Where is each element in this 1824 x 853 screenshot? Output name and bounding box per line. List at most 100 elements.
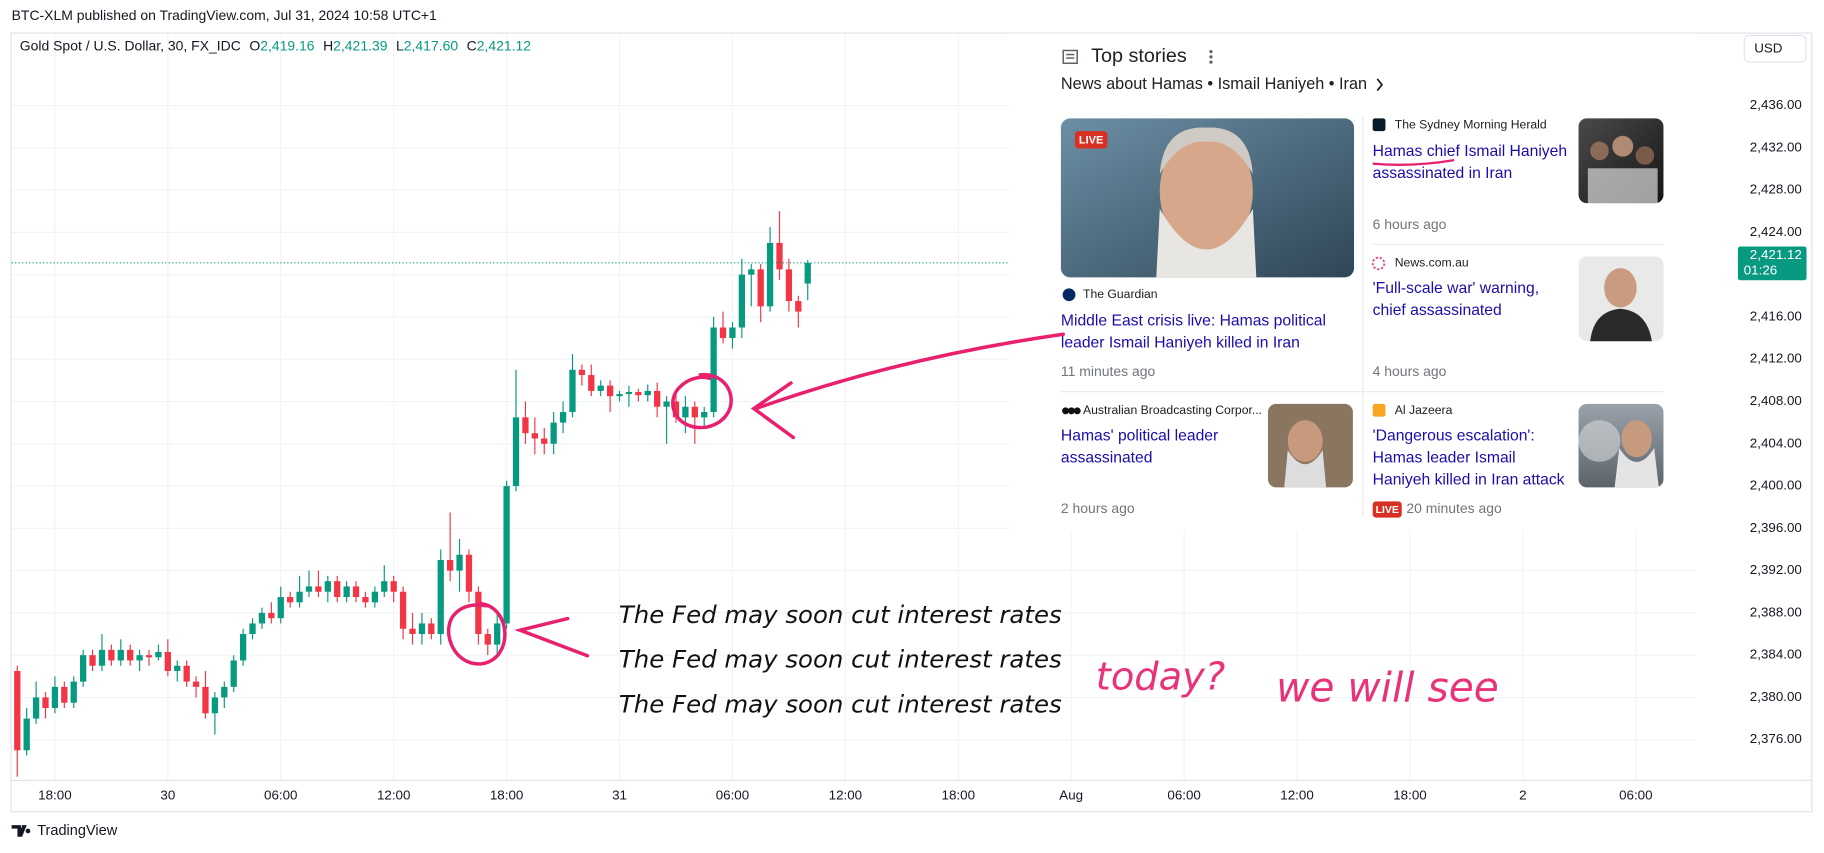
story-image	[1267, 403, 1353, 488]
candle-body	[597, 385, 604, 391]
candle-body	[465, 554, 473, 592]
x-tick-label: 2	[1519, 788, 1526, 803]
x-tick-label: 18:00	[490, 788, 523, 803]
currency-button[interactable]	[1743, 34, 1807, 63]
candle-body	[804, 262, 811, 284]
candle-body	[305, 586, 313, 592]
story-time: 2 hours ago	[1061, 500, 1135, 516]
story-headline[interactable]: 'Dangerous escalation':	[1373, 428, 1535, 445]
news-panel: Top stories News about Hamas • Ismail Ha…	[1009, 33, 1697, 531]
candle-body	[606, 385, 614, 397]
candle-body	[230, 660, 237, 687]
candle-body	[569, 369, 576, 413]
y-tick-label: 2,400.00	[1750, 478, 1802, 493]
candle-body	[503, 486, 510, 624]
candle-body	[287, 597, 294, 603]
story-source: Australian Broadcasting Corpor...	[1083, 403, 1262, 417]
candle-body	[795, 301, 802, 312]
candle-body	[80, 655, 87, 682]
candle-body	[362, 597, 369, 603]
y-tick-label: 2,404.00	[1750, 435, 1802, 450]
candle-body	[174, 665, 181, 672]
y-tick-label: 2,392.00	[1750, 562, 1802, 577]
x-tick-label: 06:00	[1619, 788, 1652, 803]
candle-body	[371, 591, 379, 603]
candle-body	[738, 274, 745, 328]
last-price-box	[1737, 246, 1807, 281]
candle-body	[70, 681, 77, 703]
x-tick-label: 06:00	[1167, 788, 1200, 803]
candle-body	[324, 581, 331, 592]
story-headline[interactable]: leader Ismail Haniyeh killed in Iran	[1061, 335, 1300, 352]
candle-body	[249, 623, 256, 635]
story-headline[interactable]: assassinated	[1061, 450, 1153, 467]
candle-body	[475, 591, 482, 635]
panel-subtitle[interactable]: News about Hamas • Ismail Haniyeh • Iran	[1061, 75, 1367, 93]
y-tick-label: 2,408.00	[1750, 393, 1802, 408]
candle-body	[42, 697, 49, 709]
candle-body	[296, 591, 303, 603]
x-tick-label: 06:00	[264, 788, 297, 803]
source-icon	[1372, 403, 1386, 417]
candle-body	[277, 597, 284, 619]
countdown-label: 01:26	[1744, 262, 1777, 277]
candle-body	[437, 560, 444, 635]
story-image	[1578, 403, 1664, 488]
ohlc-key: C	[467, 37, 477, 53]
candle-body	[559, 412, 567, 423]
annotation-text: The Fed may soon cut interest rates	[619, 690, 1062, 719]
annotation-text: today?	[1096, 654, 1225, 699]
candle-body	[654, 390, 661, 407]
candle-body	[522, 417, 529, 434]
ohlc-value: 2,419.16	[260, 37, 315, 53]
candle-body	[221, 686, 228, 698]
story-headline[interactable]: assassinated in Iran	[1373, 165, 1513, 182]
x-tick-label: 30	[160, 788, 175, 803]
x-tick-label: 18:00	[942, 788, 975, 803]
candle-body	[315, 586, 322, 592]
symbol-legend: Gold Spot / U.S. Dollar, 30, FX_IDC O2,4…	[20, 37, 532, 53]
story-headline[interactable]: Hamas chief Ismail Haniyeh	[1373, 143, 1567, 160]
story-headline[interactable]: 'Full-scale war' warning,	[1373, 280, 1539, 297]
candle-body	[663, 401, 670, 407]
story-headline[interactable]: Haniyeh killed in Iran attack	[1373, 472, 1565, 489]
candle-body	[117, 649, 124, 661]
annotation-text: The Fed may soon cut interest rates	[619, 644, 1062, 673]
candle-body	[145, 655, 153, 658]
candle-body	[334, 581, 341, 598]
x-tick-label: 12:00	[377, 788, 410, 803]
story-time: 20 minutes ago	[1406, 500, 1502, 516]
candle-body	[748, 269, 755, 275]
y-tick-label: 2,376.00	[1750, 731, 1802, 746]
story-headline[interactable]: Hamas leader Ismail	[1373, 450, 1516, 467]
x-tick-label: 12:00	[1280, 788, 1313, 803]
candle-body	[625, 391, 633, 395]
circle-drawing	[671, 373, 733, 430]
story-headline[interactable]: chief assassinated	[1373, 302, 1502, 319]
ohlc-value: 2,421.12	[477, 37, 532, 53]
more-icon[interactable]	[1209, 50, 1213, 64]
candle-body	[785, 269, 793, 302]
candle-body	[399, 591, 407, 629]
source-icon	[1372, 118, 1386, 132]
story-headline[interactable]: Hamas' political leader	[1061, 428, 1218, 445]
ohlc-key: L	[396, 37, 404, 53]
candle-body	[494, 623, 501, 645]
candle-body	[588, 375, 595, 391]
candle-body	[729, 327, 736, 339]
live-badge	[1074, 131, 1108, 149]
candle-body	[484, 634, 491, 645]
candle-body	[447, 560, 454, 571]
candle-body	[51, 686, 59, 709]
arrow-shaft	[754, 332, 1065, 411]
candle-body	[456, 554, 463, 571]
arrow-head	[750, 381, 796, 440]
story-headline[interactable]: Middle East crisis live: Hamas political	[1061, 313, 1326, 330]
y-tick-label: 2,416.00	[1750, 308, 1802, 323]
source-icon	[1062, 407, 1081, 415]
candle-body	[409, 628, 416, 635]
candle-body	[192, 681, 200, 687]
